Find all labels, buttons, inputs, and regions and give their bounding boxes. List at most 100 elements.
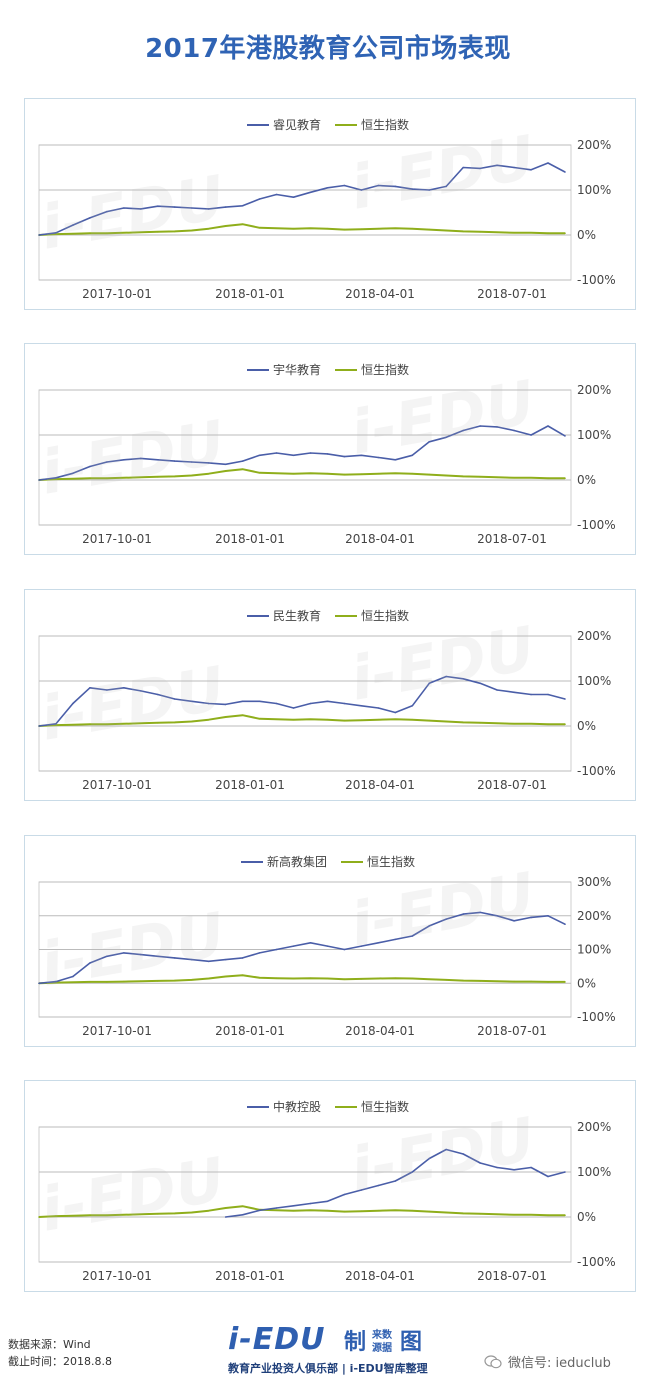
data-point-hsi <box>89 981 91 983</box>
x-tick-label: 2018-07-01 <box>477 532 547 546</box>
legend: 民生教育 恒生指数 <box>247 608 409 623</box>
data-point-company <box>411 454 414 457</box>
watermark-logo: i-EDU <box>35 408 229 509</box>
y-tick-label: 200% <box>577 629 611 643</box>
y-tick-label: 0% <box>577 1210 596 1224</box>
data-point-hsi <box>394 472 397 475</box>
data-point-hsi <box>530 980 532 983</box>
data-point-company <box>275 1207 278 1209</box>
data-point-company <box>72 975 74 978</box>
data-point-hsi <box>445 229 448 232</box>
data-point-company <box>547 162 549 164</box>
data-point-hsi <box>207 718 210 721</box>
data-point-hsi <box>513 980 515 983</box>
data-point-hsi <box>343 228 346 231</box>
data-point-hsi <box>292 227 295 230</box>
data-point-company <box>411 935 414 937</box>
data-point-company <box>479 911 481 914</box>
data-point-hsi <box>547 232 549 234</box>
y-tick-label: 200% <box>577 138 611 152</box>
data-point-hsi <box>360 228 363 230</box>
data-point-hsi <box>241 974 244 976</box>
data-point-hsi <box>224 225 227 227</box>
data-point-hsi <box>275 472 278 475</box>
data-point-company <box>72 702 74 705</box>
data-point-company <box>89 465 91 468</box>
y-tick-label: 100% <box>577 674 611 688</box>
chart-svg: 200% 100% 0% -100% 2017-10-01 2018-01-01 2018-… <box>35 362 615 546</box>
data-point-company <box>377 1184 380 1187</box>
brand-logo-text: i-EDU <box>228 1322 326 1357</box>
series-line-hsi <box>38 223 565 236</box>
data-point-company <box>156 458 159 461</box>
series-line-hsi <box>38 468 565 481</box>
legend-label-company: 宇华教育 <box>273 362 321 377</box>
data-point-company <box>530 693 532 696</box>
data-point-hsi <box>377 227 380 230</box>
legend: 新高教集团 恒生指数 <box>241 854 415 869</box>
series-line-company <box>38 911 566 985</box>
data-point-hsi <box>547 477 549 479</box>
data-point-company <box>224 703 227 706</box>
data-point-hsi <box>258 718 261 720</box>
data-point-company <box>479 1162 481 1164</box>
data-point-hsi <box>106 232 108 234</box>
y-tick-label: 200% <box>577 383 611 397</box>
data-point-company <box>38 982 40 985</box>
data-point-hsi <box>224 470 227 472</box>
data-point-hsi <box>123 476 125 479</box>
data-point-company <box>173 698 176 700</box>
data-point-company <box>377 456 380 459</box>
series-line-hsi <box>38 974 565 985</box>
data-point-company <box>241 957 244 959</box>
data-point-company <box>496 689 498 691</box>
data-point-hsi <box>275 977 278 979</box>
x-tick-label: 2018-04-01 <box>345 287 415 301</box>
data-point-hsi <box>513 1213 515 1216</box>
x-tick-label: 2017-10-01 <box>82 532 152 546</box>
data-point-company <box>123 207 125 209</box>
wechat-icon <box>484 1355 502 1369</box>
y-tick-label: 300% <box>577 875 611 889</box>
data-point-company <box>292 707 295 709</box>
data-point-hsi <box>89 232 91 234</box>
data-point-company <box>513 166 515 169</box>
data-point-hsi <box>411 227 414 230</box>
data-point-hsi <box>275 718 278 721</box>
brand-badge-small-1: 来数 <box>372 1330 392 1341</box>
data-point-hsi <box>173 475 176 478</box>
data-point-company <box>411 188 414 190</box>
data-point-hsi <box>106 981 108 983</box>
data-point-company <box>123 686 125 689</box>
x-tick-label: 2018-01-01 <box>215 1269 285 1283</box>
x-tick-label: 2018-01-01 <box>215 778 285 792</box>
x-tick-label: 2017-10-01 <box>82 1024 152 1038</box>
x-tick-label: 2018-01-01 <box>215 287 285 301</box>
data-point-company <box>394 1180 397 1182</box>
data-point-hsi <box>479 722 481 724</box>
data-point-hsi <box>530 231 532 234</box>
y-tick-label: 200% <box>577 1120 611 1134</box>
data-point-company <box>343 702 346 705</box>
data-point-hsi <box>106 477 108 479</box>
data-point-company <box>394 938 397 941</box>
data-point-hsi <box>547 1214 549 1216</box>
data-point-hsi <box>462 475 464 478</box>
data-point-company <box>224 206 227 208</box>
y-tick-label: 0% <box>577 473 596 487</box>
data-point-company <box>275 702 278 705</box>
data-point-company <box>72 472 74 475</box>
y-tick-label: 0% <box>577 719 596 733</box>
series-line-company <box>38 425 566 481</box>
data-point-hsi <box>445 720 448 723</box>
data-point-hsi <box>292 1209 295 1212</box>
data-point-hsi <box>479 231 481 233</box>
data-point-company <box>106 461 108 463</box>
data-point-hsi <box>496 980 498 983</box>
data-point-company <box>292 454 295 457</box>
data-point-hsi <box>190 720 193 723</box>
data-point-company <box>394 185 397 188</box>
data-point-company <box>106 210 108 213</box>
data-point-hsi <box>55 478 57 480</box>
data-point-company <box>530 1166 532 1169</box>
